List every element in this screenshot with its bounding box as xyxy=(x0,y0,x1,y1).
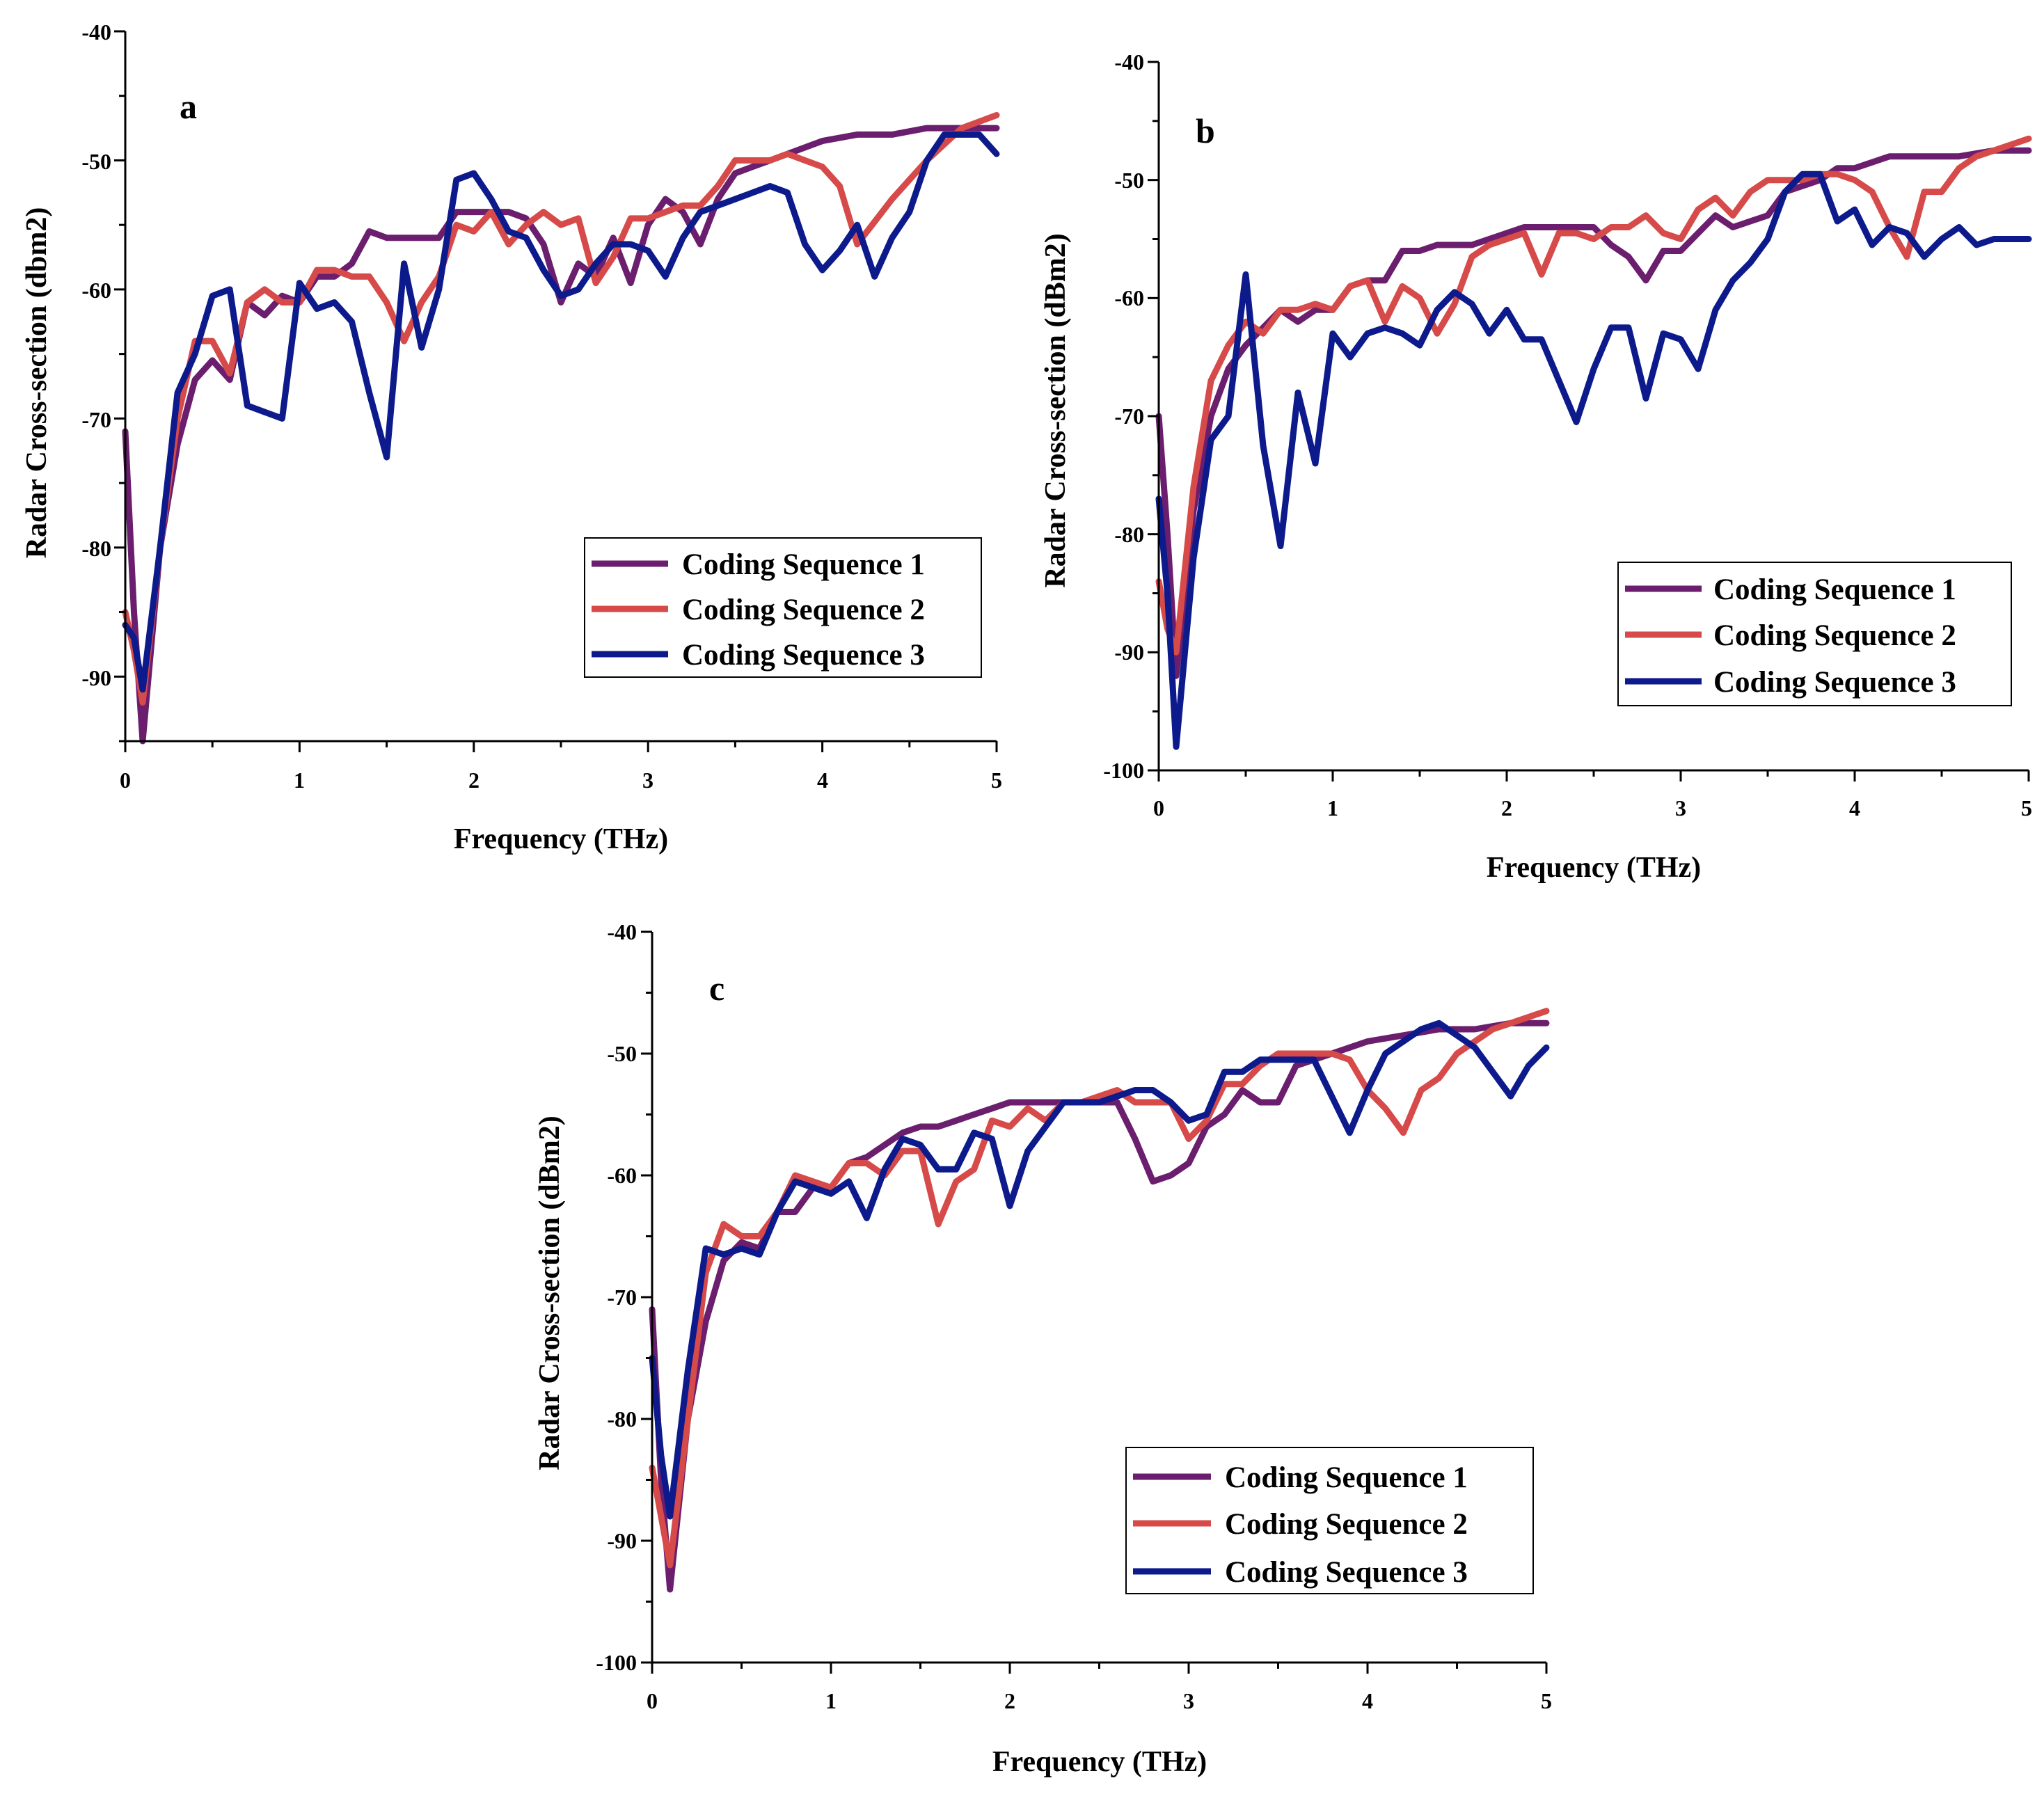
ytick-label: -80 xyxy=(81,536,111,561)
xtick-label: 2 xyxy=(1501,795,1512,820)
panel-a-ticks xyxy=(114,30,998,752)
panel-c-legend: Coding Sequence 1 Coding Sequence 2 Codi… xyxy=(1125,1447,1534,1594)
legend-label: Coding Sequence 1 xyxy=(1713,573,1956,606)
ytick-label: -70 xyxy=(607,1285,637,1310)
coding-sequence-2-line xyxy=(1155,135,2032,656)
legend-label: Coding Sequence 2 xyxy=(1225,1508,1468,1541)
panel-a: -40 -50 -60 -70 -80 -90 0 1 2 3 4 5 Freq… xyxy=(21,19,1002,855)
xtick-label: 5 xyxy=(1541,1688,1552,1713)
panel-a-x-axis-title: Frequency (THz) xyxy=(454,823,668,855)
legend-label: Coding Sequence 3 xyxy=(1225,1556,1468,1589)
legend-label: Coding Sequence 3 xyxy=(1713,666,1956,699)
ytick-label: -90 xyxy=(81,665,111,690)
panel-a-lines xyxy=(122,112,1000,745)
ytick-label: -40 xyxy=(1114,49,1144,74)
legend-label: Coding Sequence 2 xyxy=(1713,619,1956,652)
ytick-label: -60 xyxy=(81,278,111,303)
panel-b-xtick-labels: 0 1 2 3 4 5 xyxy=(1153,795,2032,820)
panel-b-lines xyxy=(1155,135,2032,750)
ytick-label: -80 xyxy=(607,1406,637,1431)
xtick-label: 3 xyxy=(1183,1688,1194,1713)
xtick-label: 2 xyxy=(468,768,480,793)
legend-label: Coding Sequence 2 xyxy=(682,594,925,626)
panel-b-legend: Coding Sequence 1 Coding Sequence 2 Codi… xyxy=(1617,562,2012,706)
ytick-label: -60 xyxy=(1114,285,1144,310)
ytick-label: -40 xyxy=(81,19,111,45)
panel-b-y-axis-title: Radar Cross-section (dBm2) xyxy=(1040,233,1072,587)
xtick-label: 1 xyxy=(294,768,305,793)
ytick-label: -70 xyxy=(1114,404,1144,429)
panel-c-y-axis-title: Radar Cross-section (dBm2) xyxy=(534,1116,566,1470)
xtick-label: 4 xyxy=(817,768,828,793)
panel-a-legend: Coding Sequence 1 Coding Sequence 2 Codi… xyxy=(584,537,982,678)
panel-c-label: c xyxy=(709,969,724,1008)
panel-a-ytick-labels: -40 -50 -60 -70 -80 -90 xyxy=(81,19,111,690)
panel-b-label: b xyxy=(1196,111,1215,150)
xtick-label: 0 xyxy=(647,1688,658,1713)
xtick-label: 0 xyxy=(120,768,131,793)
xtick-label: 2 xyxy=(1004,1688,1015,1713)
ytick-label: -80 xyxy=(1114,522,1144,547)
ytick-label: -60 xyxy=(607,1163,637,1188)
ytick-label: -90 xyxy=(607,1528,637,1553)
coding-sequence-3-line xyxy=(649,1019,1550,1520)
xtick-label: 1 xyxy=(1327,795,1338,820)
panel-b-ytick-labels: -40 -50 -60 -70 -80 -90 -100 xyxy=(1103,49,1144,783)
panel-b-ticks xyxy=(1148,61,2030,782)
xtick-label: 5 xyxy=(991,768,1002,793)
legend-label: Coding Sequence 3 xyxy=(682,639,925,672)
panel-a-label: a xyxy=(180,87,197,126)
panel-c-ticks xyxy=(641,930,1548,1674)
xtick-label: 1 xyxy=(825,1688,837,1713)
legend-label: Coding Sequence 1 xyxy=(682,548,925,581)
panel-b-x-axis-title: Frequency (THz) xyxy=(1487,852,1701,884)
panel-a-xtick-labels: 0 1 2 3 4 5 xyxy=(120,768,1002,793)
panel-b: -40 -50 -60 -70 -80 -90 -100 0 1 2 3 4 5… xyxy=(1040,49,2032,884)
panel-c-lines xyxy=(649,1008,1550,1593)
ytick-label: -100 xyxy=(1103,758,1144,783)
xtick-label: 3 xyxy=(642,768,653,793)
ytick-label: -70 xyxy=(81,407,111,432)
legend-label: Coding Sequence 1 xyxy=(1225,1461,1468,1494)
panel-c-ytick-labels: -40 -50 -60 -70 -80 -90 -100 xyxy=(596,919,637,1675)
xtick-label: 5 xyxy=(2021,795,2032,820)
xtick-label: 4 xyxy=(1362,1688,1373,1713)
panel-c-xtick-labels: 0 1 2 3 4 5 xyxy=(647,1688,1552,1713)
xtick-label: 3 xyxy=(1675,795,1686,820)
ytick-label: -50 xyxy=(607,1041,637,1066)
ytick-label: -100 xyxy=(596,1650,637,1675)
coding-sequence-3-line xyxy=(122,131,1000,693)
xtick-label: 4 xyxy=(1849,795,1860,820)
panel-a-y-axis-title: Radar Cross-section (dbm2) xyxy=(21,207,53,559)
panel-c-x-axis-title: Frequency (THz) xyxy=(992,1746,1207,1778)
ytick-label: -40 xyxy=(607,919,637,944)
ytick-label: -90 xyxy=(1114,640,1144,665)
ytick-label: -50 xyxy=(81,149,111,174)
ytick-label: -50 xyxy=(1114,168,1144,193)
panel-c: -40 -50 -60 -70 -80 -90 -100 0 1 2 3 4 5… xyxy=(534,919,1552,1778)
xtick-label: 0 xyxy=(1153,795,1164,820)
coding-sequence-3-line xyxy=(1155,170,2032,750)
